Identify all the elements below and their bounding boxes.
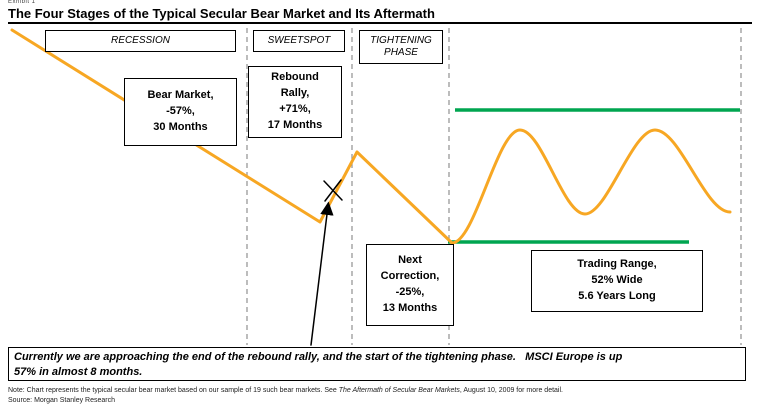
source-line: Source: Morgan Stanley Research xyxy=(8,397,115,404)
callout-rebound-rally: Rebound Rally, +71%, 17 Months xyxy=(248,66,342,138)
footnote-text-continued: , August 10, 2009 for more detail. xyxy=(459,387,563,394)
phase-label-sweetspot: SWEETSPOT xyxy=(253,30,345,52)
phase-label-tightening: TIGHTENING PHASE xyxy=(359,30,443,64)
commentary-box: Currently we are approaching the end of … xyxy=(8,347,746,381)
footnote-report-title: The Aftermath of Secular Bear Markets xyxy=(338,387,460,394)
footnote: Note: Chart represents the typical secul… xyxy=(8,387,563,394)
footnote-text: Note: Chart represents the typical secul… xyxy=(8,387,339,394)
callout-trading-range: Trading Range, 52% Wide 5.6 Years Long xyxy=(531,250,703,312)
callout-next-correction: Next Correction, -25%, 13 Months xyxy=(366,244,454,326)
phase-label-recession: RECESSION xyxy=(45,30,236,52)
page-title: The Four Stages of the Typical Secular B… xyxy=(8,6,435,21)
callout-bear-market: Bear Market, -57%, 30 Months xyxy=(124,78,237,146)
current-position-x-mark xyxy=(323,179,343,202)
chart-area: RECESSION SWEETSPOT TIGHTENING PHASE Bea… xyxy=(8,28,752,346)
price-line xyxy=(10,28,732,245)
exhibit-label: Exhibit 1 xyxy=(8,0,36,5)
title-underline xyxy=(8,22,752,24)
current-position-arrow xyxy=(310,201,334,346)
